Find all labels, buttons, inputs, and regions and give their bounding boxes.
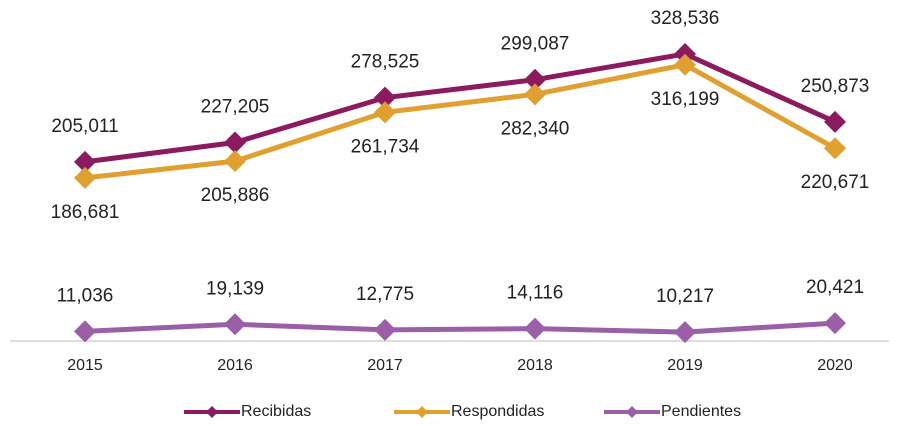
data-point xyxy=(524,68,546,91)
data-point xyxy=(674,53,696,76)
data-label: 250,873 xyxy=(801,76,870,97)
data-label: 205,011 xyxy=(51,116,118,137)
data-point xyxy=(224,150,246,173)
data-point xyxy=(74,166,96,189)
data-point xyxy=(224,313,246,336)
data-label: 20,421 xyxy=(806,277,864,298)
data-label: 10,217 xyxy=(656,286,714,307)
data-point xyxy=(674,321,696,344)
legend-marker xyxy=(206,406,218,418)
data-label: 12,775 xyxy=(356,284,414,305)
data-point xyxy=(374,86,396,109)
data-point xyxy=(824,110,846,133)
data-point xyxy=(74,320,96,343)
legend-marker xyxy=(626,406,638,418)
data-label: 227,205 xyxy=(201,97,270,118)
x-tick-label: 2018 xyxy=(517,357,553,374)
series-line xyxy=(84,62,837,181)
legend-label: Pendientes xyxy=(661,403,741,420)
data-label: 278,525 xyxy=(351,52,420,73)
data-point xyxy=(374,101,396,124)
data-point xyxy=(374,318,396,341)
data-label: 299,087 xyxy=(501,34,570,55)
data-label: 186,681 xyxy=(51,202,120,223)
legend-label: Respondidas xyxy=(451,403,544,420)
data-point xyxy=(524,83,546,106)
data-label: 11,036 xyxy=(57,285,114,306)
data-point xyxy=(224,131,246,154)
data-point xyxy=(74,150,96,173)
x-tick-label: 2017 xyxy=(367,357,403,374)
data-point xyxy=(524,317,546,340)
legend-label: Recibidas xyxy=(241,403,311,420)
data-label: 19,139 xyxy=(206,278,264,299)
data-label: 282,340 xyxy=(501,118,570,139)
data-label: 328,536 xyxy=(651,8,720,29)
x-tick-label: 2015 xyxy=(67,357,103,374)
series-line xyxy=(84,51,837,165)
data-point xyxy=(824,312,846,335)
x-tick-label: 2016 xyxy=(217,357,253,374)
x-tick-label: 2020 xyxy=(817,357,853,374)
data-point xyxy=(824,137,846,160)
data-label: 316,199 xyxy=(651,89,720,110)
data-label: 220,671 xyxy=(801,172,870,193)
x-tick-label: 2019 xyxy=(667,357,703,374)
legend-marker xyxy=(416,406,428,418)
data-label: 261,734 xyxy=(351,136,420,157)
series-line xyxy=(84,320,836,335)
data-label: 14,116 xyxy=(507,283,564,304)
data-label: 205,886 xyxy=(201,185,270,206)
